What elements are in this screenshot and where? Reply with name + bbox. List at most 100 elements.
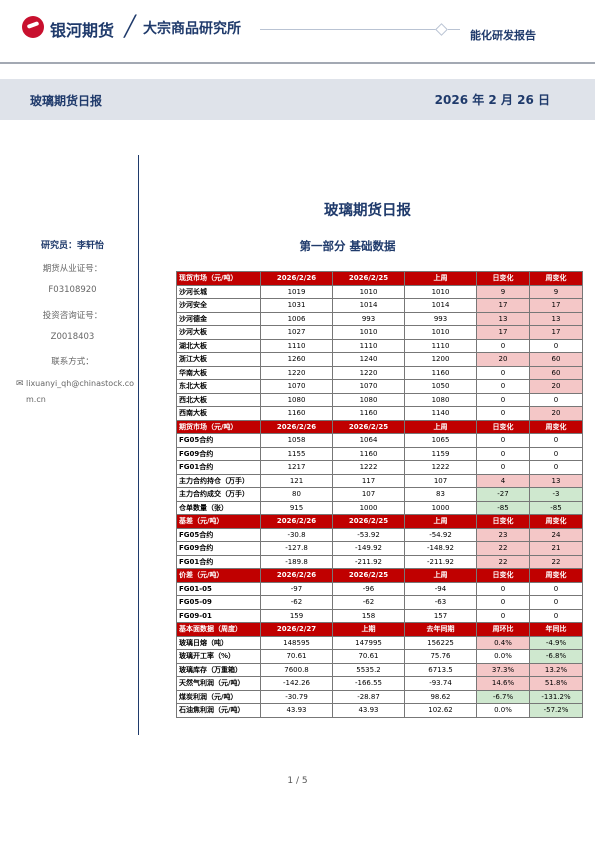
- table-cell: -85: [476, 500, 530, 515]
- table-cell: -6.8%: [529, 649, 583, 664]
- table-cell: 5535.2: [332, 662, 405, 677]
- table-cell: 0: [476, 338, 530, 353]
- table-header-row: 期货市场（元/吨） 2026/2/26 2026/2/25 上周 日变化 周变化: [176, 419, 583, 434]
- table-header-cell: 日变化: [476, 419, 530, 434]
- analyst-email[interactable]: lixuanyi_qh@chinastock.com.cn: [26, 379, 135, 404]
- table-cell: 1031: [260, 298, 333, 313]
- table-cell: 1019: [260, 284, 333, 299]
- row-label: 沙河长城: [176, 284, 261, 299]
- row-label: FG05合约: [176, 433, 261, 448]
- license-number: F03108920: [48, 285, 97, 295]
- table-cell: 14.6%: [476, 676, 530, 691]
- table-cell: 1140: [404, 406, 477, 421]
- table-cell: 1160: [332, 406, 405, 421]
- row-label: 石油焦利润（元/吨）: [176, 703, 261, 718]
- table-cell: 17: [476, 325, 530, 340]
- table-row: 西南大板 1160 1160 1140 0 20: [176, 406, 583, 421]
- row-label: FG05合约: [176, 527, 261, 542]
- table-cell: 0: [529, 338, 583, 353]
- table-cell: 1080: [260, 392, 333, 407]
- table-cell: 20: [529, 406, 583, 421]
- table-cell: 20: [476, 352, 530, 367]
- table-row: 仓单数量（张） 915 1000 1000 -85 -85: [176, 500, 583, 515]
- header-rule: [260, 29, 440, 30]
- table-row: 主力合约持仓（万手） 121 117 107 4 13: [176, 473, 583, 488]
- table-row: 湖北大板 1110 1110 1110 0 0: [176, 338, 583, 353]
- table-row: 浙江大板 1260 1240 1200 20 60: [176, 352, 583, 367]
- table-header-cell: 上周: [404, 568, 477, 583]
- glass-data-table: 现货市场（元/吨） 2026/2/26 2026/2/25 上周 日变化 周变化 沙河长城 1…: [176, 271, 583, 718]
- table-cell: 156225: [404, 635, 477, 650]
- table-cell: 1010: [404, 325, 477, 340]
- table-cell: -211.92: [332, 554, 405, 569]
- row-label: FG01合约: [176, 554, 261, 569]
- table-cell: 0.0%: [476, 703, 530, 718]
- table-cell: 117: [332, 473, 405, 488]
- table-cell: 993: [404, 311, 477, 326]
- contact-label: 联系方式：: [51, 357, 94, 367]
- table-cell: 0: [529, 392, 583, 407]
- table-row: 西北大板 1080 1080 1080 0 0: [176, 392, 583, 407]
- galaxy-logo-icon: [22, 16, 44, 38]
- table-header-row: 基本面数据（周度） 2026/2/27 上期 去年同期 周环比 年同比: [176, 622, 583, 637]
- table-cell: -6.7%: [476, 689, 530, 704]
- table-cell: 1027: [260, 325, 333, 340]
- table-header-row: 价差（元/吨） 2026/2/26 2026/2/25 上周 日变化 周变化: [176, 568, 583, 583]
- table-cell: 60: [529, 352, 583, 367]
- table-header-cell: 2026/2/26: [260, 568, 333, 583]
- table-header-cell: 上期: [332, 622, 405, 637]
- table-cell: 0: [476, 595, 530, 610]
- table-cell: 1050: [404, 379, 477, 394]
- table-header-cell: 上周: [404, 271, 477, 286]
- table-header-cell: 期货市场（元/吨）: [176, 419, 261, 434]
- row-label: 主力合约持仓（万手）: [176, 473, 261, 488]
- row-label: 玻璃库存（万重箱）: [176, 662, 261, 677]
- analyst-name: 研究员：李轩怡: [40, 241, 104, 251]
- consult-label: 投资咨询证号：: [42, 311, 103, 321]
- table-header-cell: 去年同期: [404, 622, 477, 637]
- table-header-cell: 现货市场（元/吨）: [176, 271, 261, 286]
- document-title: 玻璃期货日报: [324, 203, 411, 219]
- table-cell: 1014: [332, 298, 405, 313]
- table-header-cell: 基本面数据（周度）: [176, 622, 261, 637]
- row-label: FG01-05: [176, 581, 261, 596]
- brand-name: 银河期货: [50, 21, 115, 40]
- table-cell: 51.8%: [529, 676, 583, 691]
- table-cell: 158: [332, 608, 405, 623]
- table-cell: -97: [260, 581, 333, 596]
- row-label: 湖北大板: [176, 338, 261, 353]
- table-row: 沙河安全 1031 1014 1014 17 17: [176, 298, 583, 313]
- row-label: 东北大板: [176, 379, 261, 394]
- table-cell: -142.26: [260, 676, 333, 691]
- table-cell: -85: [529, 500, 583, 515]
- table-header-cell: 2026/2/25: [332, 568, 405, 583]
- band-title: 玻璃期货日报: [30, 94, 103, 108]
- table-cell: 157: [404, 608, 477, 623]
- table-cell: 1160: [260, 406, 333, 421]
- table-row: 主力合约成交（万手） 80 107 83 -27 -3: [176, 487, 583, 502]
- table-cell: 43.93: [332, 703, 405, 718]
- table-cell: 17: [529, 298, 583, 313]
- table-cell: 148595: [260, 635, 333, 650]
- table-cell: 0: [529, 460, 583, 475]
- table-header-cell: 2026/2/27: [260, 622, 333, 637]
- table-row: FG09-01 159 158 157 0 0: [176, 608, 583, 623]
- table-cell: 1159: [404, 446, 477, 461]
- table-cell: 21: [529, 541, 583, 556]
- row-label: 玻璃日熔（吨）: [176, 635, 261, 650]
- table-row: 玻璃日熔（吨） 148595 147995 156225 0.4% -4.9%: [176, 635, 583, 650]
- table-cell: 37.3%: [476, 662, 530, 677]
- table-header-cell: 价差（元/吨）: [176, 568, 261, 583]
- row-label: 仓单数量（张）: [176, 500, 261, 515]
- table-cell: -53.92: [332, 527, 405, 542]
- table-cell: 1080: [404, 392, 477, 407]
- table-cell: 22: [476, 554, 530, 569]
- table-cell: -54.92: [404, 527, 477, 542]
- table-cell: 0: [529, 446, 583, 461]
- table-cell: -27: [476, 487, 530, 502]
- table-cell: -28.87: [332, 689, 405, 704]
- table-cell: 0: [529, 595, 583, 610]
- table-cell: -148.92: [404, 541, 477, 556]
- table-cell: 1220: [260, 365, 333, 380]
- table-header-cell: 上周: [404, 419, 477, 434]
